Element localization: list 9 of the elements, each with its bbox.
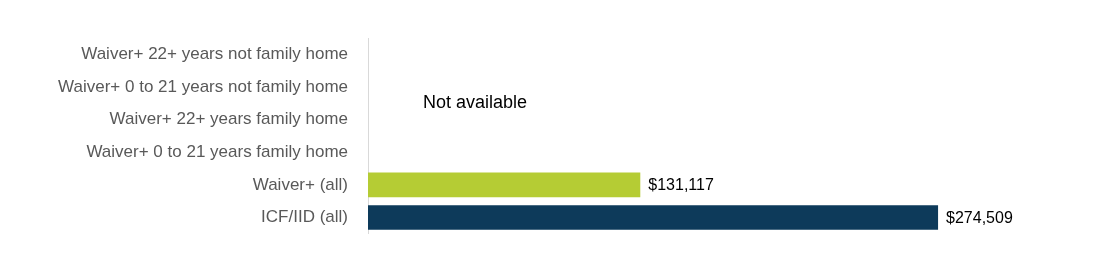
y-tick-label: ICF/IID (all) xyxy=(261,207,348,227)
data-label: $274,509 xyxy=(946,208,1013,226)
y-tick-label: Waiver+ 0 to 21 years family home xyxy=(86,141,348,161)
annotation: Not available xyxy=(423,92,528,113)
data-label: $131,117 xyxy=(648,176,714,194)
y-tick-label: Waiver+ 22+ years not family home xyxy=(81,44,348,64)
y-tick-label: Waiver+ (all) xyxy=(252,174,348,194)
y-tick-label: Waiver+ 22+ years family home xyxy=(109,109,348,129)
y-tick-label: Waiver+ 0 to 21 years not family home xyxy=(58,76,348,96)
